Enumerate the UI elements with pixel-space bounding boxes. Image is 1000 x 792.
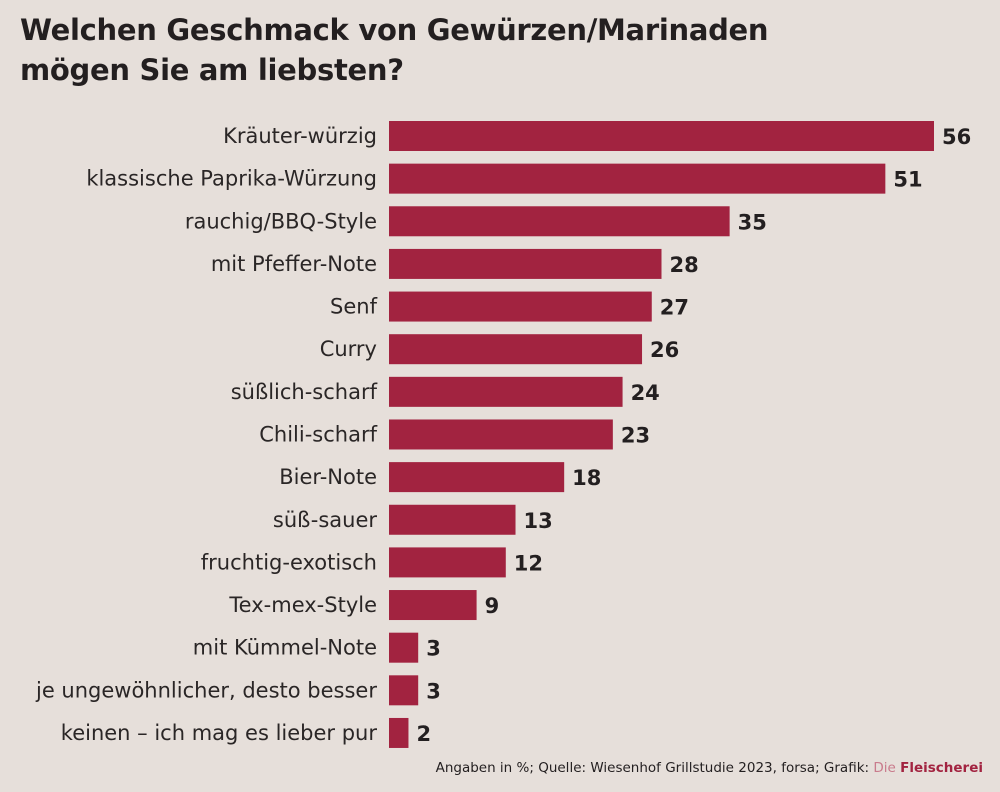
bar xyxy=(389,376,623,407)
bar xyxy=(389,547,506,578)
data-label: 3 xyxy=(426,679,441,703)
title-line-2: mögen Sie am liebsten? xyxy=(20,53,404,87)
source-text: Angaben in %; Quelle: Wiesenhof Grillstu… xyxy=(435,760,870,776)
data-label: 51 xyxy=(893,168,922,192)
bar xyxy=(389,206,730,237)
chart-title: Welchen Geschmack von Gewürzen/Marinaden… xyxy=(20,10,769,90)
bar xyxy=(389,291,652,322)
category-label: Kräuter-würzig xyxy=(223,124,377,148)
bar xyxy=(389,248,662,279)
data-label: 12 xyxy=(514,551,543,575)
brand-name: Fleischerei xyxy=(900,760,983,776)
bar xyxy=(389,504,516,535)
brand-prefix: Die xyxy=(873,760,896,776)
data-label: 2 xyxy=(416,722,431,746)
data-label: 13 xyxy=(524,509,553,533)
bar xyxy=(389,675,419,706)
category-label: klassische Paprika-Würzung xyxy=(86,167,377,191)
bar xyxy=(389,121,934,151)
category-label: Tex-mex-Style xyxy=(228,593,377,617)
bar xyxy=(389,334,643,365)
category-label: Senf xyxy=(330,295,378,319)
bar xyxy=(389,717,409,748)
data-label: 9 xyxy=(485,594,500,618)
data-label: 35 xyxy=(738,210,767,234)
category-label: Bier-Note xyxy=(279,465,377,489)
category-label: Curry xyxy=(320,337,377,361)
bar xyxy=(389,163,886,194)
data-label: 27 xyxy=(660,296,689,320)
source-footer: Angaben in %; Quelle: Wiesenhof Grillstu… xyxy=(436,760,983,776)
category-label: rauchig/BBQ-Style xyxy=(185,209,377,233)
category-label: fruchtig-exotisch xyxy=(201,550,377,574)
category-label: süß-sauer xyxy=(273,508,377,532)
data-label: 26 xyxy=(650,338,679,362)
bar xyxy=(389,590,477,621)
bar xyxy=(389,632,419,663)
bar xyxy=(389,419,613,450)
title-line-1: Welchen Geschmack von Gewürzen/Marinaden xyxy=(20,13,769,47)
bar xyxy=(389,462,565,493)
category-label: süßlich-scharf xyxy=(231,380,378,404)
data-label: 56 xyxy=(942,125,971,149)
category-label: keinen – ich mag es lieber pur xyxy=(61,721,378,745)
category-label: mit Pfeffer-Note xyxy=(211,252,377,276)
category-label: Chili-scharf xyxy=(259,422,377,446)
data-label: 3 xyxy=(426,637,441,661)
data-label: 24 xyxy=(631,381,660,405)
data-label: 28 xyxy=(670,253,699,277)
data-label: 23 xyxy=(621,423,650,447)
category-label: je ungewöhnlicher, desto besser xyxy=(35,678,377,702)
category-label: mit Kümmel-Note xyxy=(193,636,377,660)
data-label: 18 xyxy=(572,466,601,490)
